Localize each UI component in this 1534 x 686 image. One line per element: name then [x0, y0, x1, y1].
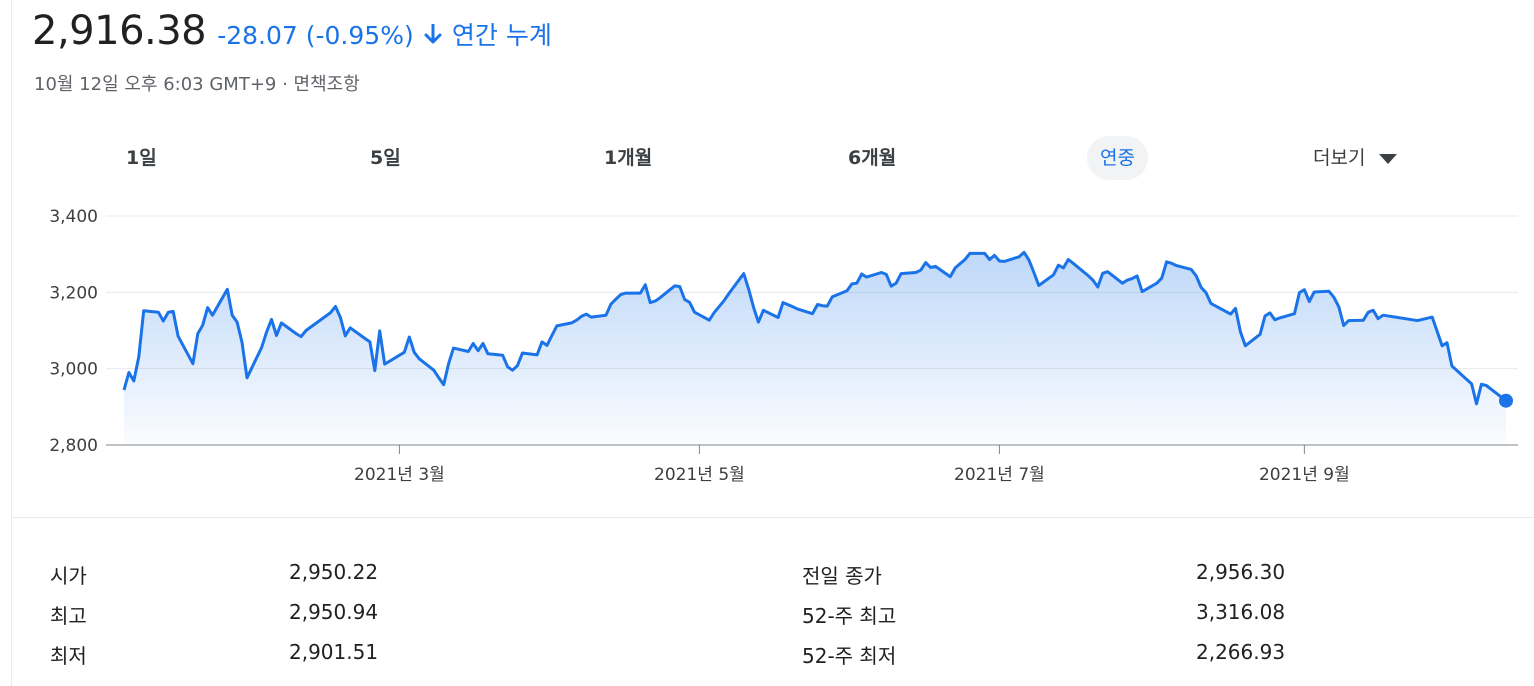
y-tick-label: 3,000 — [49, 360, 98, 380]
change-period: 연간 누계 — [451, 21, 552, 50]
tab-5-days[interactable]: 5일 — [370, 147, 401, 169]
stat-high-value: 2,950.94 — [289, 600, 379, 624]
stat-high-label: 최고 — [50, 604, 87, 628]
stat-prev-close-value: 2,956.30 — [1196, 560, 1286, 584]
stat-52w-low-value: 2,266.93 — [1196, 640, 1286, 664]
tab-1-month[interactable]: 1개월 — [604, 147, 653, 169]
price-chart[interactable]: 3,400 3,200 3,000 2,800 2021년 3월 2021년 5월 202… — [0, 190, 1534, 500]
timestamp-disclaimer: 10월 12일 오후 6:03 GMT+9 · 면책조항 — [34, 74, 360, 95]
stat-52w-high-label: 52-주 최고 — [802, 604, 897, 628]
tab-ytd[interactable]: 연중 — [1087, 136, 1148, 180]
price-header: 2,916.38 -28.07 (-0.95%) 연간 누계 — [32, 8, 552, 54]
stat-open-label: 시가 — [50, 564, 87, 588]
section-divider — [11, 517, 1534, 518]
current-price: 2,916.38 — [32, 8, 207, 54]
tab-6-months[interactable]: 6개월 — [848, 147, 897, 169]
tab-1-day[interactable]: 1일 — [126, 147, 157, 169]
y-tick-label: 2,800 — [49, 436, 98, 456]
arrow-down-icon — [423, 23, 443, 46]
stat-52w-low-label: 52-주 최저 — [802, 644, 897, 668]
stat-open-value: 2,950.22 — [289, 560, 379, 584]
tab-more[interactable]: 더보기 — [1313, 136, 1398, 180]
stat-low-label: 최저 — [50, 644, 87, 668]
x-tick-label: 2021년 3월 — [354, 465, 445, 485]
tab-more-label: 더보기 — [1313, 147, 1366, 169]
chart-area-fill — [124, 252, 1506, 445]
y-tick-label: 3,400 — [49, 207, 98, 227]
x-tick-label: 2021년 7월 — [954, 465, 1045, 485]
stat-52w-high-value: 3,316.08 — [1196, 600, 1286, 624]
price-change: -28.07 (-0.95%) — [217, 21, 414, 50]
stat-low-value: 2,901.51 — [289, 640, 379, 664]
y-tick-label: 3,200 — [49, 283, 98, 303]
range-tabs: 1일 5일 1개월 6개월 연중 더보기 — [0, 136, 1523, 180]
x-tick-label: 2021년 5월 — [654, 465, 745, 485]
chart-last-point — [1499, 393, 1513, 408]
x-tick-label: 2021년 9월 — [1259, 465, 1350, 485]
caret-down-icon — [1379, 153, 1398, 164]
chart-price-line — [122, 250, 1507, 406]
finance-card — [11, 0, 1534, 686]
stat-prev-close-label: 전일 종가 — [802, 564, 882, 588]
